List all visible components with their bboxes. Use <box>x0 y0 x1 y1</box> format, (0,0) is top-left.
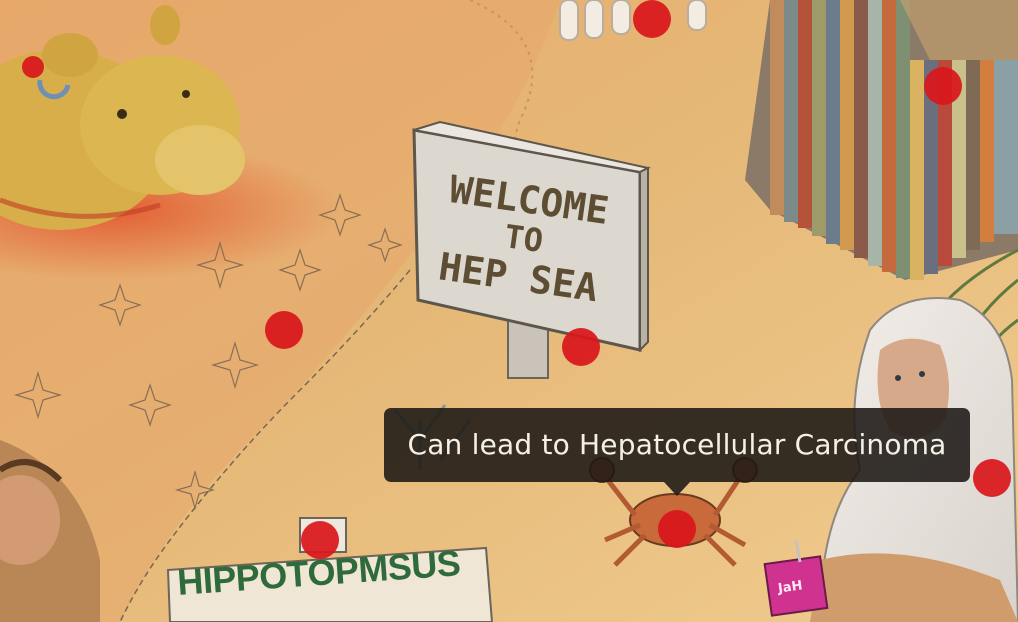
hotspot-sand-flowers[interactable] <box>265 311 303 349</box>
star-flowers <box>13 193 403 511</box>
hotspot-crab[interactable] <box>658 510 696 548</box>
hotspot-top-center[interactable] <box>633 0 671 38</box>
hotspot-sign-post[interactable] <box>562 328 600 366</box>
tooltip-arrow <box>664 482 690 496</box>
bones-decoration <box>559 0 707 41</box>
hotspot-person-hood[interactable] <box>973 459 1011 497</box>
hotspot-small-sign[interactable] <box>301 521 339 559</box>
welcome-sign-board <box>412 120 651 379</box>
explorer-character <box>0 440 100 622</box>
welcome-sign-text: WELCOME TO HEP SEA <box>421 166 626 311</box>
hotspot-tent[interactable] <box>924 67 962 105</box>
juice-box <box>763 539 829 617</box>
hippopotamus-sign <box>166 546 494 622</box>
hotspot-hippo-ear[interactable] <box>22 56 44 78</box>
info-tooltip: Can lead to Hepatocellular Carcinoma <box>384 408 970 482</box>
hippo-character <box>0 5 245 230</box>
